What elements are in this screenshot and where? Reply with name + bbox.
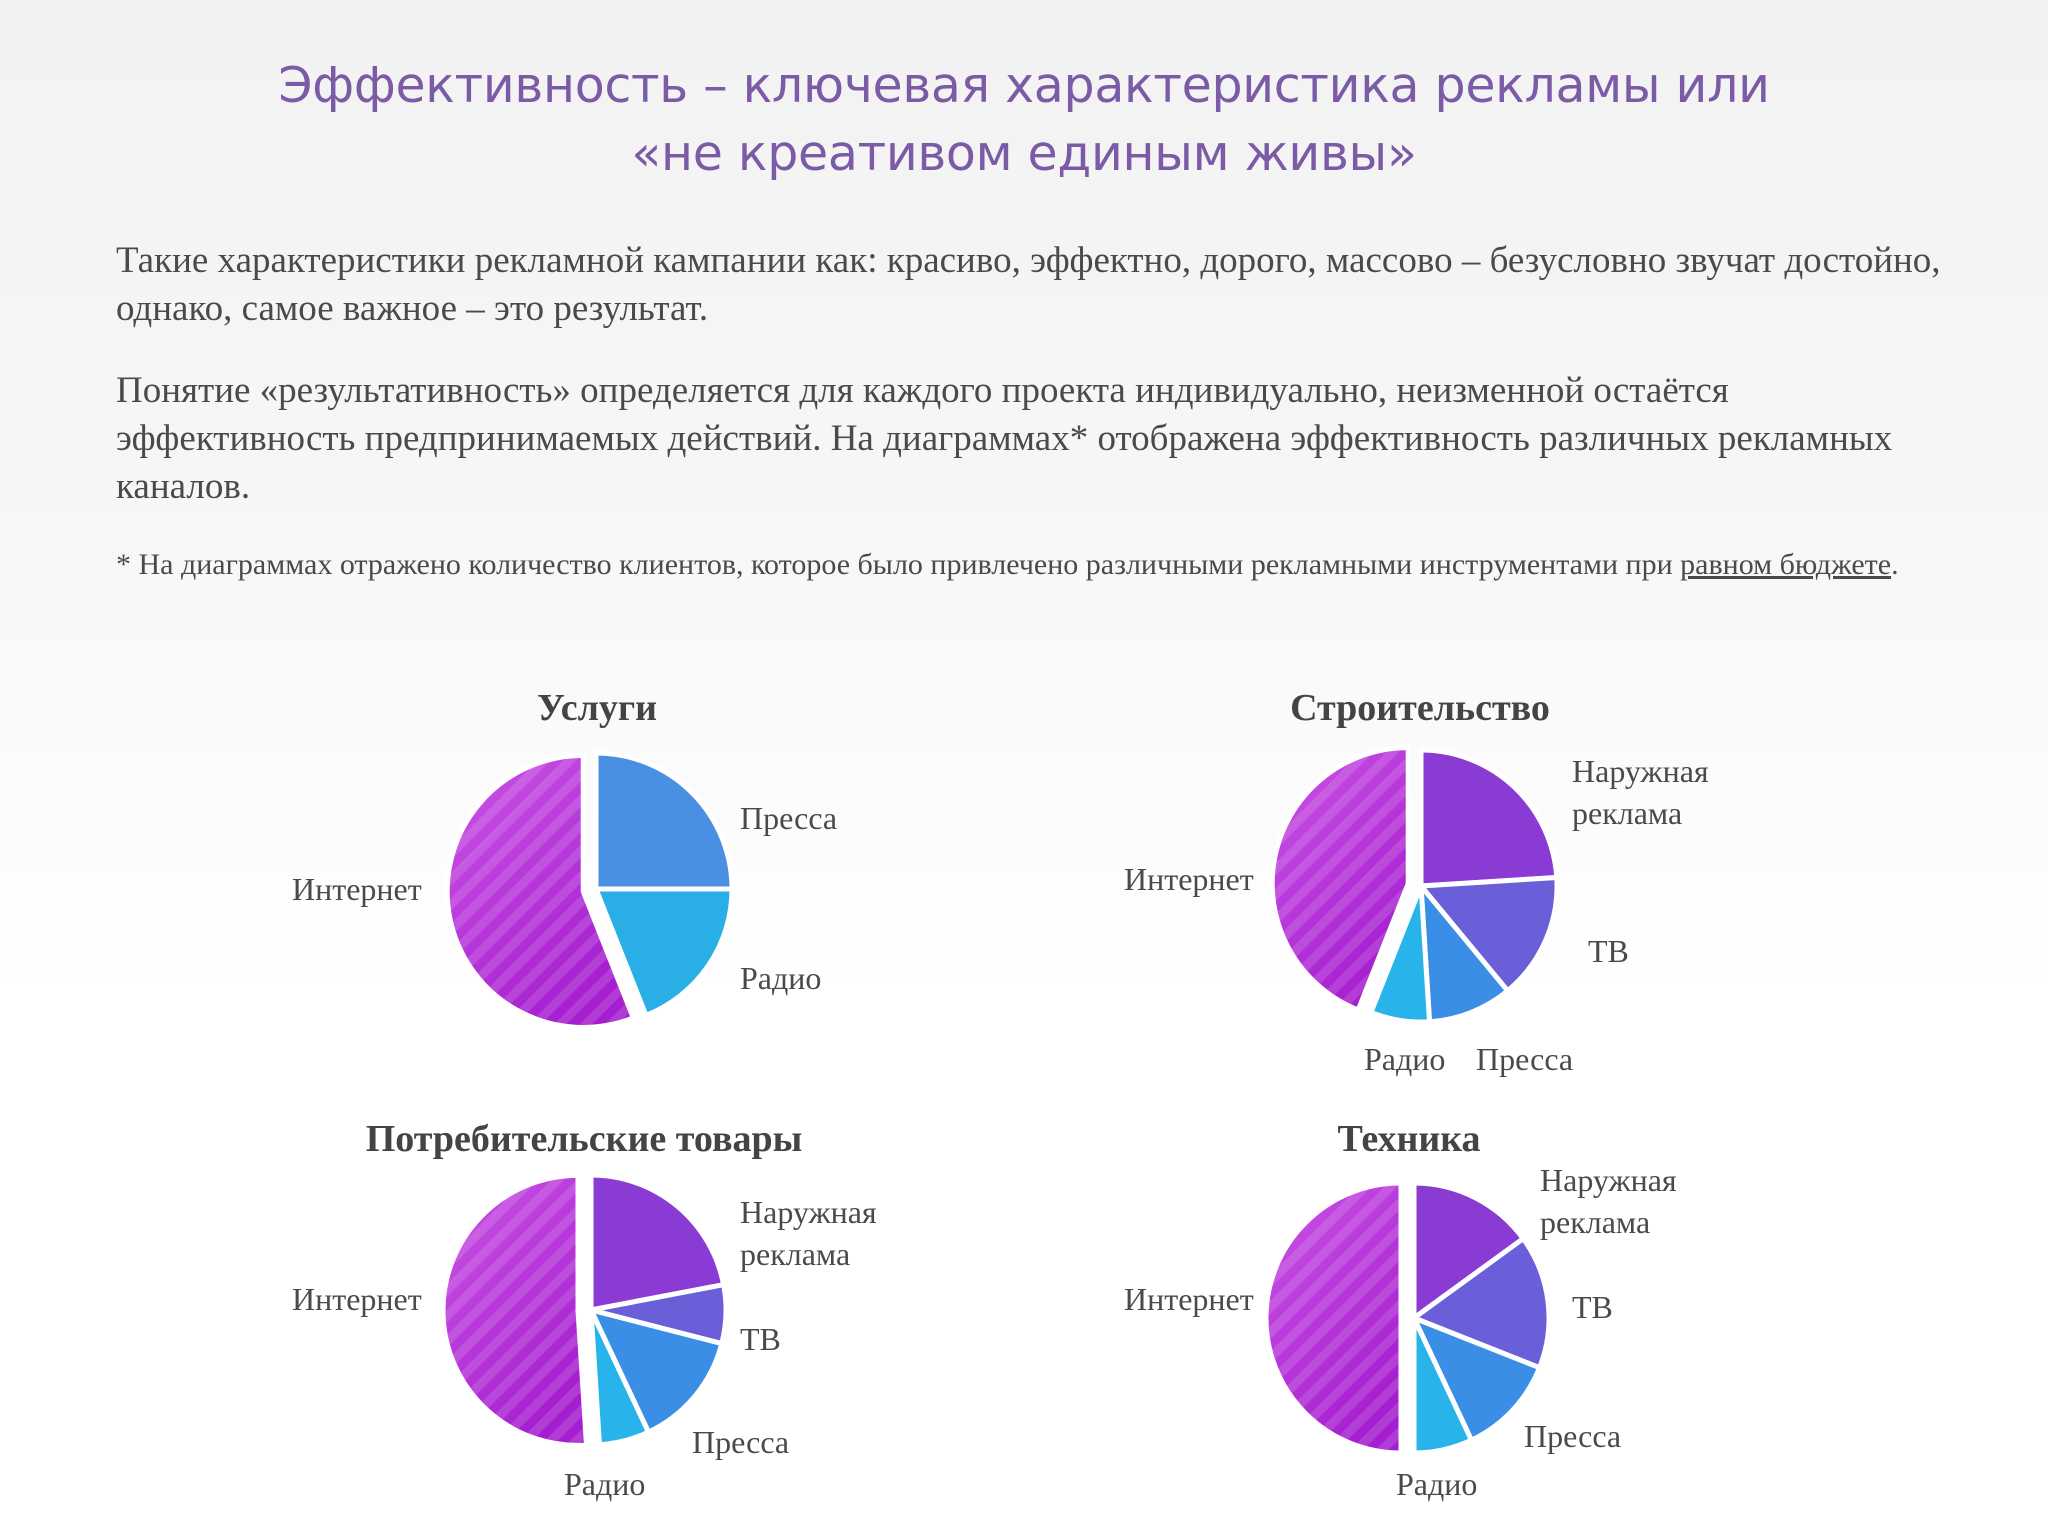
chart-title-consumer-goods: Потребительские товары bbox=[365, 1118, 803, 1160]
page-title-line-2: «не креативом единым живы» bbox=[631, 125, 1417, 182]
label-tech-radio: Радио bbox=[1396, 1466, 1478, 1502]
intro-paragraph: Такие характеристики рекламной кампании … bbox=[116, 240, 1941, 329]
label-services-radio: Радио bbox=[740, 960, 822, 996]
label-construction-press: Пресса bbox=[1476, 1041, 1574, 1077]
label-tech-press: Пресса bbox=[1524, 1418, 1622, 1454]
label-services-press: Пресса bbox=[740, 800, 838, 836]
pie-slice-stripes-services bbox=[447, 755, 634, 1028]
pie-slice-stripes-technology bbox=[1266, 1183, 1401, 1453]
label-tech-outdoor: Наружная реклама bbox=[1540, 1162, 1677, 1240]
pie-slice-construction-1 bbox=[1418, 874, 1560, 994]
label-tech-tv: ТВ bbox=[1572, 1289, 1613, 1325]
label-services-internet: Интернет bbox=[292, 871, 422, 907]
footnote-end: . bbox=[1891, 548, 1899, 581]
pie-slice-stripes-consumer-goods bbox=[443, 1175, 587, 1446]
page-title-line-1: Эффективность – ключевая характеристика … bbox=[278, 57, 1770, 114]
label-construction-tv: ТВ bbox=[1588, 933, 1629, 969]
footnote: * На диаграммах отражено количество клие… bbox=[116, 544, 1946, 585]
label-construction-outdoor: Наружная реклама bbox=[1572, 753, 1709, 831]
label-consumer-internet: Интернет bbox=[292, 1281, 422, 1317]
pie-slice-technology-1 bbox=[1411, 1236, 1552, 1371]
label-consumer-press: Пресса bbox=[692, 1424, 790, 1460]
pie-slice-technology-0 bbox=[1411, 1180, 1526, 1321]
label-construction-internet: Интернет bbox=[1124, 861, 1254, 897]
footnote-text: * На диаграммах отражено количество клие… bbox=[116, 548, 1681, 581]
pie-slice-consumer-goods-2 bbox=[588, 1307, 725, 1435]
pie-slice-services-1 bbox=[593, 886, 735, 1018]
label-consumer-outdoor: Наружная реклама bbox=[740, 1194, 877, 1272]
chart-title-services: Услуги bbox=[536, 687, 658, 729]
label-consumer-tv: ТВ bbox=[740, 1321, 781, 1357]
pie-slice-consumer-goods-3 bbox=[588, 1307, 651, 1448]
label-construction-radio: Радио bbox=[1364, 1041, 1446, 1077]
chart-title-construction: Строительство bbox=[1290, 687, 1550, 729]
pie-slice-construction-0 bbox=[1418, 747, 1560, 889]
pie-slice-services-0 bbox=[593, 750, 735, 892]
label-tech-internet: Интернет bbox=[1124, 1281, 1254, 1317]
pie-slice-stripes-construction bbox=[1272, 747, 1409, 1011]
footnote-link[interactable]: равном бюджете bbox=[1680, 548, 1892, 581]
chart-title-technology: Техника bbox=[1337, 1118, 1481, 1160]
pie-slice-technology-2 bbox=[1411, 1315, 1543, 1443]
pie-slice-technology-3 bbox=[1411, 1315, 1474, 1456]
effectiveness-paragraph: Понятие «результативность» определяется … bbox=[116, 370, 1893, 507]
pie-slice-consumer-goods-0 bbox=[588, 1172, 727, 1313]
label-consumer-radio: Радио bbox=[564, 1466, 646, 1502]
pie-slice-construction-3 bbox=[1368, 883, 1433, 1025]
page-title: Эффективность – ключевая характеристика … bbox=[0, 52, 2048, 188]
